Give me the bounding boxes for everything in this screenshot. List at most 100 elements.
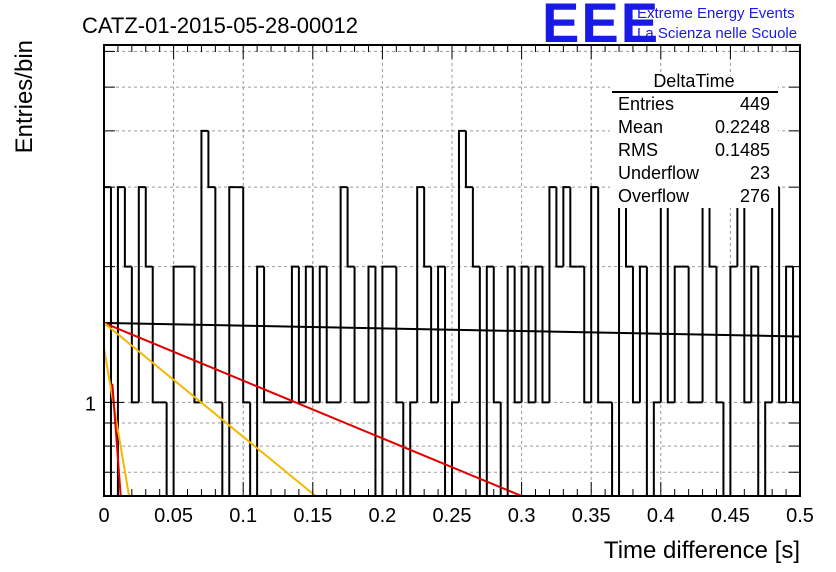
stats-label: RMS bbox=[618, 140, 658, 160]
histogram-bar bbox=[618, 186, 626, 496]
histogram-bar bbox=[471, 187, 480, 268]
histogram-bar bbox=[437, 265, 446, 403]
histogram-bar bbox=[548, 186, 557, 403]
stats-row-entries: Entries 449 bbox=[618, 94, 770, 114]
histogram-bar bbox=[165, 402, 174, 497]
stats-box-background bbox=[610, 76, 778, 208]
histogram-bar bbox=[666, 187, 675, 404]
fit-curve bbox=[104, 322, 522, 496]
x-axis: 0 0.05 0.1 0.15 0.2 0.25 0.3 0.35 0.4 0.45 0.5 bbox=[98, 45, 814, 527]
histogram-bar bbox=[123, 187, 132, 268]
histogram-bar bbox=[778, 187, 787, 404]
histogram-bar bbox=[673, 265, 682, 403]
fit-curve bbox=[104, 347, 131, 496]
histogram-bar bbox=[527, 266, 536, 404]
histogram-bar bbox=[395, 266, 404, 404]
stats-box: DeltaTime Entries 449 Mean 0.2248 RMS 0.… bbox=[610, 71, 778, 208]
histogram-bar bbox=[771, 186, 780, 403]
histogram-bar bbox=[116, 186, 125, 496]
fit-curve bbox=[104, 321, 800, 338]
histogram-bar bbox=[367, 265, 376, 403]
stats-row-mean: Mean 0.2248 bbox=[618, 117, 770, 137]
histogram-bar bbox=[381, 265, 390, 496]
x-tick-label: 0.45 bbox=[711, 505, 750, 527]
histogram-bar bbox=[444, 266, 452, 497]
histogram-bar bbox=[659, 186, 668, 403]
histogram-bar bbox=[200, 129, 209, 403]
histogram-bar bbox=[722, 402, 731, 497]
stats-value: 0.1485 bbox=[715, 140, 770, 160]
stats-value: 449 bbox=[740, 94, 770, 114]
x-tick-label: 0.35 bbox=[572, 505, 611, 527]
y-tick-label: 1 bbox=[85, 393, 96, 415]
y-axis-label: Entries/bin bbox=[11, 40, 38, 153]
histogram-bar bbox=[423, 187, 432, 268]
x-tick-label: 0.4 bbox=[647, 505, 675, 527]
stats-row-underflow: Underflow 23 bbox=[618, 163, 770, 183]
histogram-bar bbox=[130, 266, 139, 404]
histogram-bar bbox=[611, 402, 620, 497]
y-axis: 1 bbox=[85, 50, 800, 473]
histogram-bar bbox=[506, 265, 515, 496]
histogram-bar bbox=[144, 187, 153, 268]
histogram-bar bbox=[256, 265, 265, 496]
histogram-bar bbox=[409, 401, 418, 496]
histogram-bar bbox=[583, 266, 592, 404]
histogram-bar bbox=[590, 186, 599, 403]
histogram-bar bbox=[715, 266, 724, 404]
histogram-bar bbox=[374, 266, 383, 497]
histogram-bar bbox=[534, 265, 543, 403]
histogram-bar bbox=[304, 265, 313, 403]
fit-curves bbox=[104, 321, 800, 496]
logo-line1: Extreme Energy Events bbox=[637, 5, 795, 22]
histogram-bar bbox=[631, 266, 640, 404]
histogram-bar bbox=[137, 186, 146, 403]
fit-curve bbox=[104, 322, 317, 496]
histogram-bar bbox=[597, 187, 606, 404]
stats-value: 23 bbox=[750, 163, 770, 183]
histogram-bar bbox=[242, 187, 251, 404]
histogram-bar bbox=[513, 266, 522, 404]
stats-row-overflow: Overflow 276 bbox=[618, 186, 770, 206]
histogram-bar bbox=[346, 187, 355, 268]
histogram-bar bbox=[541, 266, 550, 404]
histogram-bar bbox=[520, 265, 529, 403]
histogram-bar bbox=[263, 266, 272, 404]
x-tick-label: 0.2 bbox=[368, 505, 396, 527]
histogram-bar bbox=[764, 401, 773, 496]
histogram-bar bbox=[625, 187, 633, 268]
histogram-bar bbox=[290, 265, 299, 403]
histogram-bar bbox=[555, 187, 564, 268]
logo-line2: La Scienza nelle Scuole bbox=[637, 25, 797, 42]
histogram-bar bbox=[151, 266, 160, 404]
histogram-bar bbox=[492, 266, 501, 404]
histogram-bar bbox=[416, 186, 425, 403]
stats-value: 0.2248 bbox=[715, 117, 770, 137]
histogram-bar bbox=[318, 265, 327, 403]
histogram-bar bbox=[339, 186, 348, 403]
x-tick-label: 0.25 bbox=[433, 505, 472, 527]
histogram-bar bbox=[193, 266, 202, 404]
histogram-bar bbox=[249, 402, 258, 497]
stats-box-title: DeltaTime bbox=[653, 71, 734, 91]
histogram-bar bbox=[485, 265, 494, 496]
histogram-bar bbox=[687, 266, 696, 404]
histogram-bar bbox=[792, 266, 800, 404]
stats-label: Overflow bbox=[618, 186, 690, 206]
histogram-bar bbox=[353, 266, 362, 404]
stats-value: 276 bbox=[740, 186, 770, 206]
histogram-bar bbox=[464, 130, 473, 189]
histogram-bar bbox=[451, 401, 459, 496]
histogram-bar bbox=[311, 266, 320, 404]
x-axis-label: Time difference [s] bbox=[604, 537, 800, 564]
x-tick-label: 0.05 bbox=[154, 505, 193, 527]
histogram-bar bbox=[743, 187, 752, 404]
histogram-bar bbox=[103, 186, 111, 496]
histogram-bar bbox=[569, 187, 578, 268]
histogram-bar bbox=[645, 266, 654, 497]
histogram-bar bbox=[221, 402, 230, 497]
histogram-bar bbox=[430, 266, 439, 404]
histogram-bar bbox=[652, 401, 661, 496]
histogram-bar bbox=[228, 186, 237, 496]
histogram-bar bbox=[207, 130, 216, 189]
